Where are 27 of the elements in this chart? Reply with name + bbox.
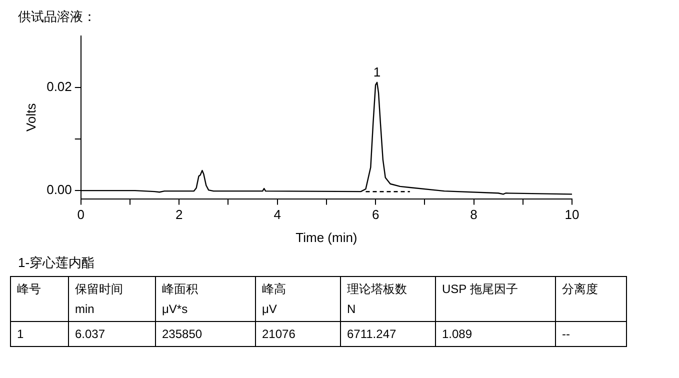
text: 1 [10,322,68,346]
text: 1-穿心莲内酯 [18,254,95,272]
text: 21076 [256,322,340,346]
text: 6711.247 [340,322,436,346]
text: 235850 [156,322,256,346]
x-tick-label: 6 [372,207,380,222]
text: 保留时间 min [68,276,156,322]
x-tick-label: 8 [470,207,478,222]
x-tick-label: 0 [77,207,85,222]
text: 理论塔板数 N [340,276,436,322]
text: 峰号 [10,276,68,322]
x-axis-title: Time (min) [296,230,358,245]
text: 峰高 μV [256,276,340,322]
chart-title: 供试品溶液： [18,8,96,26]
text: 峰面积 μV*s [156,276,256,322]
annotation: 1 [373,64,381,80]
x-tick-label: 10 [564,207,580,222]
text: -- [556,322,626,346]
text: 分离度 [556,276,626,322]
x-tick-label: 4 [274,207,281,222]
y-axis-title: Volts [23,102,38,132]
y-tick-label: 0.00 [46,182,72,198]
text: USP 拖尾因子 [436,276,556,322]
text: 1.089 [436,322,556,346]
x-tick-label: 2 [176,207,183,222]
y-tick-label: 0.02 [46,79,72,94]
text: 6.037 [68,322,156,346]
